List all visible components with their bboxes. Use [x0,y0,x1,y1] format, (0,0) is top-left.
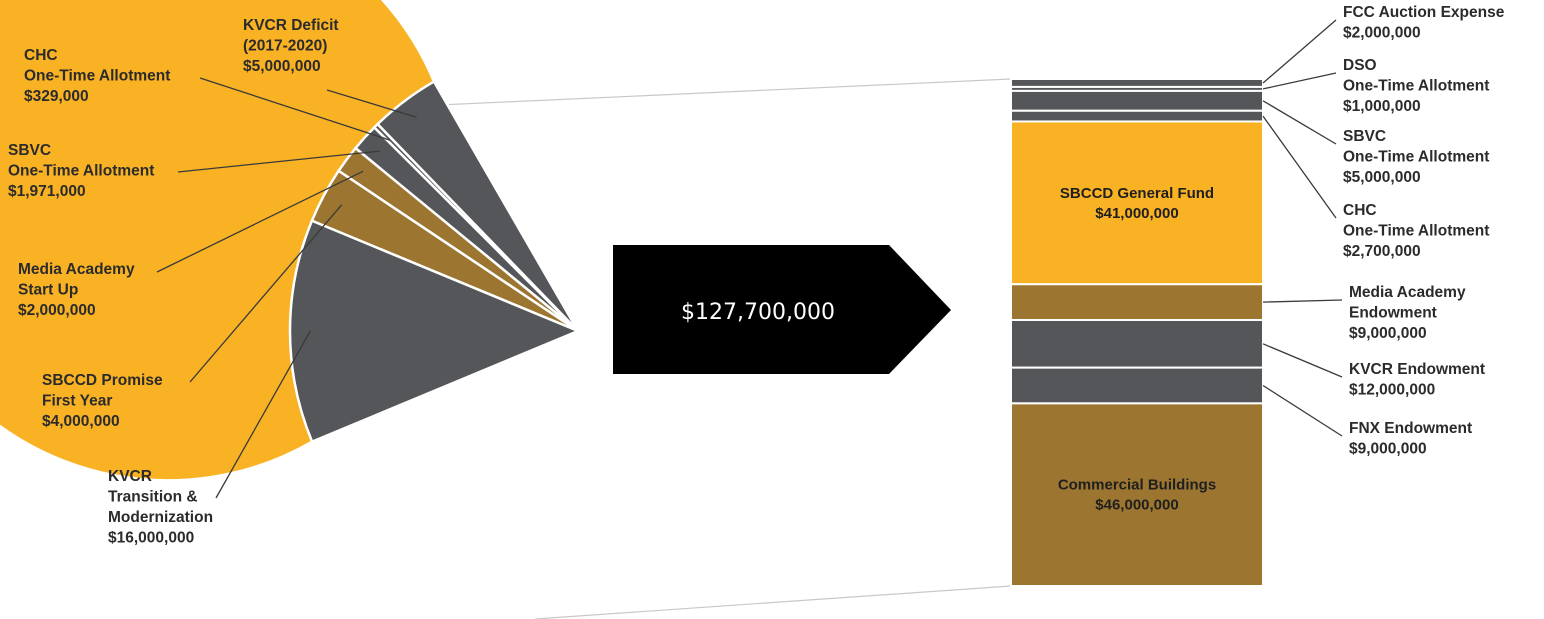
total-arrow-shape [613,245,951,374]
total-banner: $127,700,000 [613,245,951,374]
pie-label-media_academy: Media Academy Start Up $2,000,000 [18,261,135,319]
connector-bottom [535,585,1012,619]
leader-bar-chc [1262,115,1337,219]
pie-label-kvcr_deficit: KVCR Deficit (2017-2020) $5,000,000 [243,17,339,75]
pie-slice-kvcr_transition [288,219,582,444]
bar-label-dso: DSO One-Time Allotment $1,000,000 [1343,57,1489,115]
leader-sbvc [177,150,380,173]
bar-label-sbvc: SBVC One-Time Allotment $5,000,000 [1343,128,1489,186]
bar-segment-sbvc [1010,89,1264,112]
bar-label-fnx_endowment: FNX Endowment $9,000,000 [1349,420,1472,458]
labels: KVCR Deficit (2017-2020) $5,000,000 CHC One-… [8,4,1505,547]
bar-segment-kvcr_endowment [1010,318,1264,369]
pie-label-promise: SBCCD Promise First Year $4,000,000 [42,372,163,430]
total-amount-label: $127,700,000 [681,300,835,325]
pie-label-kvcr_transition: KVCR Transition & Modernization $16,000,000 [108,468,213,547]
leader-bar-media_endowment [1262,299,1343,303]
bar-label-chc: CHC One-Time Allotment $2,700,000 [1343,202,1489,260]
leader-chc [199,77,391,141]
bar-label-media_endowment: Media Academy Endowment $9,000,000 [1349,284,1466,342]
bar-segment-fcc [1010,78,1264,88]
pie-label-chc: CHC One-Time Allotment $329,000 [24,47,170,105]
pie [0,0,582,482]
leader-bar-sbvc [1262,100,1337,145]
leader-kvcr_transition [215,330,311,499]
leader-kvcr_deficit [326,89,417,118]
connector-top [397,78,1012,108]
pie-label-sbvc: SBVC One-Time Allotment $1,971,000 [8,142,154,200]
leader-bar-dso [1262,72,1337,90]
bar-segment-commercial [1010,402,1264,587]
bar-segment-media_endowment [1010,283,1264,321]
bar-label-general_fund: SBCCD General Fund $41,000,000 [1060,185,1214,222]
bar-segment-fnx_endowment [1010,366,1264,405]
leader-promise [189,204,343,383]
bar-label-kvcr_endowment: KVCR Endowment $12,000,000 [1349,361,1485,399]
leader-media_academy [156,170,364,273]
stacked-bar [1010,78,1264,587]
pie-to-bar-connectors [397,78,1012,619]
bar-label-commercial: Commercial Buildings $46,000,000 [1058,477,1216,514]
bar-segment-general_fund [1010,120,1264,286]
leader-bar-fnx_endowment [1262,384,1343,437]
leader-bar-fcc [1262,19,1337,84]
bar-label-fcc: FCC Auction Expense $2,000,000 [1343,4,1505,42]
leader-bar-kvcr_endowment [1262,343,1343,378]
leader-lines [156,19,1343,499]
bar-segment-chc [1010,109,1264,123]
